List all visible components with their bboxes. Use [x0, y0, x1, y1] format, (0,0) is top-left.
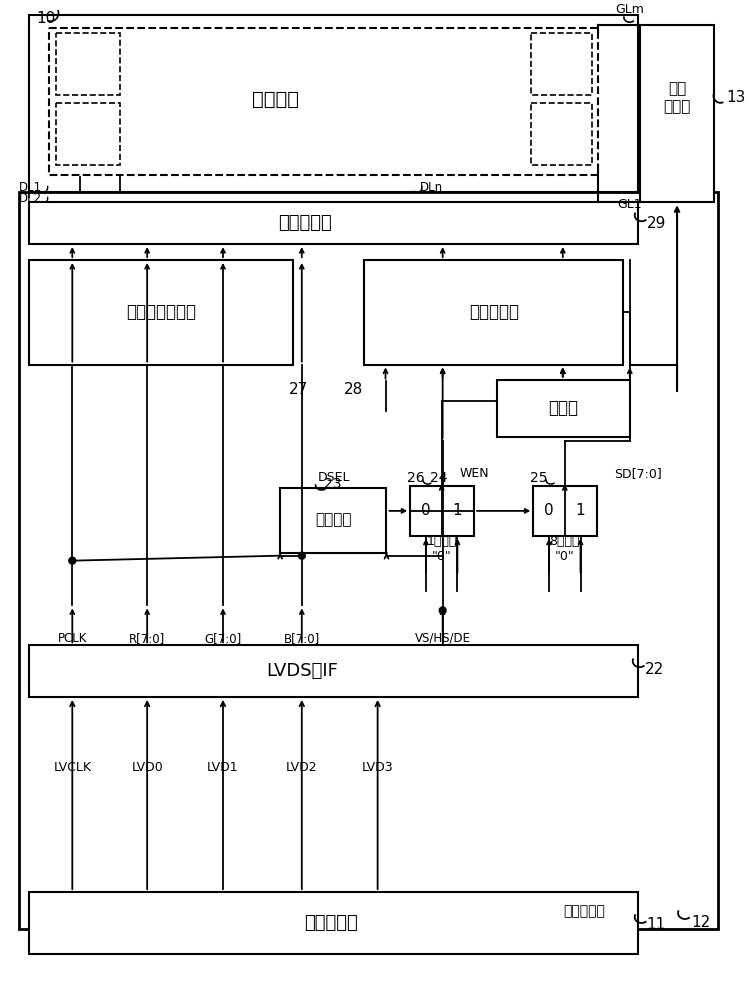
Text: B[7:0]: B[7:0] — [284, 632, 320, 645]
Bar — [531, 103, 592, 165]
Text: DL2: DL2 — [19, 192, 42, 205]
Text: 27: 27 — [289, 382, 308, 397]
Text: LVD3: LVD3 — [362, 761, 394, 774]
Text: 源极驱动部: 源极驱动部 — [278, 214, 332, 232]
Bar — [533, 486, 597, 536]
Text: 0: 0 — [544, 503, 554, 518]
Text: LVD0: LVD0 — [131, 761, 163, 774]
Bar — [280, 488, 386, 553]
Text: LVD2: LVD2 — [286, 761, 317, 774]
Text: SD[7:0]: SD[7:0] — [614, 467, 662, 480]
Bar — [29, 15, 638, 192]
Text: 11: 11 — [646, 917, 666, 932]
Text: 25: 25 — [530, 471, 548, 485]
Text: 图像数据控制部: 图像数据控制部 — [126, 303, 196, 321]
Text: 8比特的
"0": 8比特的 "0" — [550, 535, 580, 563]
Text: 26: 26 — [407, 471, 424, 485]
Text: 1比特的
"0": 1比特的 "0" — [427, 535, 457, 563]
Text: 12: 12 — [691, 915, 710, 930]
Text: R[7:0]: R[7:0] — [129, 632, 165, 645]
Bar — [49, 28, 599, 175]
Text: 显示控制器: 显示控制器 — [304, 914, 358, 932]
Bar — [640, 25, 715, 202]
Circle shape — [298, 552, 305, 559]
Text: 源极驱动器: 源极驱动器 — [563, 904, 605, 918]
Text: GLm: GLm — [615, 3, 644, 16]
Text: 13: 13 — [726, 90, 746, 105]
Bar — [56, 103, 119, 165]
Text: DL1: DL1 — [19, 181, 42, 194]
Bar — [29, 260, 293, 365]
Text: LVD1: LVD1 — [207, 761, 238, 774]
Text: DSEL: DSEL — [318, 471, 350, 484]
Text: LVCLK: LVCLK — [53, 761, 92, 774]
Text: GL1: GL1 — [617, 198, 642, 211]
Text: 22: 22 — [644, 662, 664, 677]
Text: 帧控制部: 帧控制部 — [315, 512, 352, 527]
Text: 定时控制部: 定时控制部 — [469, 303, 519, 321]
Text: DLn: DLn — [420, 181, 443, 194]
Circle shape — [440, 607, 446, 614]
Text: 栅极
驱动器: 栅极 驱动器 — [663, 82, 691, 114]
Bar — [19, 192, 718, 929]
Text: 寄存器: 寄存器 — [548, 399, 578, 417]
Text: VS/HS/DE: VS/HS/DE — [415, 632, 471, 645]
Bar — [364, 260, 623, 365]
Bar — [531, 33, 592, 95]
Text: LVDS－IF: LVDS－IF — [266, 662, 338, 680]
Bar — [29, 645, 638, 697]
Text: 23: 23 — [325, 477, 342, 491]
Bar — [29, 892, 638, 954]
Bar — [410, 486, 474, 536]
Text: 10: 10 — [36, 11, 55, 26]
Circle shape — [69, 557, 76, 564]
Text: G[7:0]: G[7:0] — [204, 632, 242, 645]
Text: 1: 1 — [576, 503, 585, 518]
Text: PCLK: PCLK — [58, 632, 87, 645]
Text: 显示面板: 显示面板 — [252, 90, 298, 109]
Text: 1: 1 — [452, 503, 462, 518]
Bar — [56, 33, 119, 95]
Text: WEN: WEN — [459, 467, 489, 480]
Text: 0: 0 — [421, 503, 430, 518]
Text: 29: 29 — [646, 216, 666, 231]
Text: 24: 24 — [430, 471, 447, 485]
Bar — [496, 380, 630, 437]
Text: 28: 28 — [344, 382, 364, 397]
Bar — [29, 202, 638, 244]
